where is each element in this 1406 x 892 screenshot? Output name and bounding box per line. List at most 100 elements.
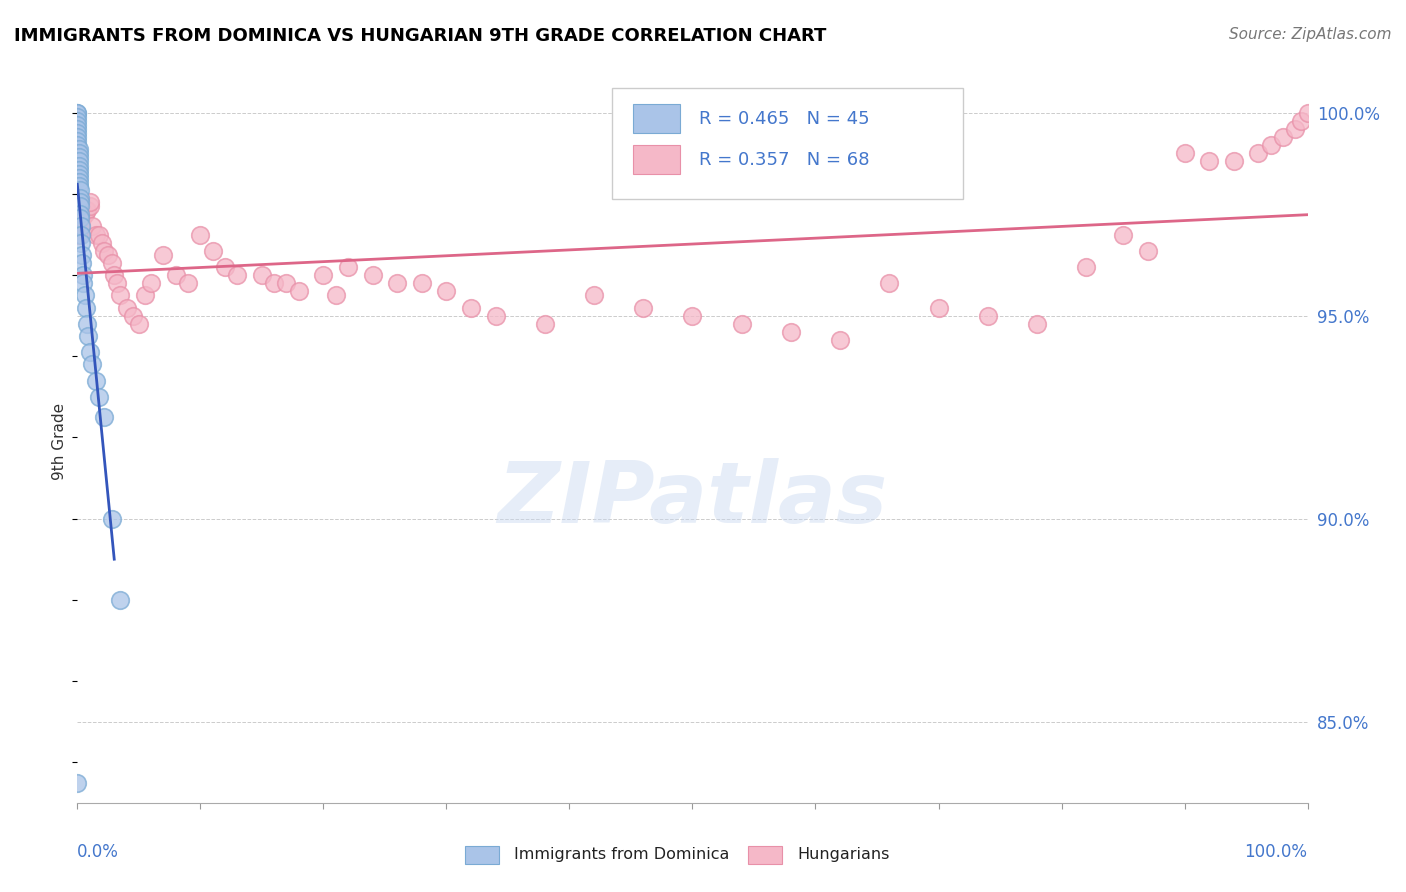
Bar [465,846,499,863]
Text: IMMIGRANTS FROM DOMINICA VS HUNGARIAN 9TH GRADE CORRELATION CHART: IMMIGRANTS FROM DOMINICA VS HUNGARIAN 9T… [14,27,827,45]
Point [928,301,950,315]
Point [72,207,94,221]
Point [72,268,94,282]
Point [361,268,384,282]
Point [97,248,120,262]
Point [67,175,90,189]
Point [66,775,89,789]
Point [879,277,901,291]
Point [1272,130,1295,145]
Point [201,244,224,258]
Point [121,309,143,323]
Point [67,170,90,185]
Text: 100.0%: 100.0% [1244,843,1308,861]
Point [583,288,606,302]
Point [226,268,249,282]
Point [66,134,89,148]
Point [977,309,1000,323]
Text: Hungarians: Hungarians [797,847,890,863]
Point [70,215,93,229]
Point [1247,146,1270,161]
Point [79,199,101,213]
Point [69,211,91,226]
Point [250,268,273,282]
Point [69,195,91,210]
Point [165,268,187,282]
Point [337,260,360,274]
Point [780,325,803,339]
Point [66,126,89,140]
Point [67,178,90,193]
Point [682,309,704,323]
Point [93,244,115,258]
Point [134,288,156,302]
Y-axis label: 9th Grade: 9th Grade [52,403,67,480]
Point [276,277,298,291]
Point [75,301,97,315]
Point [830,333,852,347]
Point [82,358,104,372]
Text: R = 0.357   N = 68: R = 0.357 N = 68 [699,151,869,169]
Point [1296,105,1319,120]
Point [485,309,508,323]
Point [70,248,93,262]
Point [67,159,90,173]
Point [1026,317,1049,331]
Point [1136,244,1159,258]
Point [76,203,98,218]
Point [82,219,104,234]
Point [89,390,111,404]
Point [1291,114,1313,128]
Point [76,317,98,331]
Point [177,277,200,291]
Point [70,256,93,270]
Point [288,285,311,299]
Point [67,162,90,177]
Point [141,277,163,291]
Point [101,511,124,525]
Point [66,138,89,153]
Point [77,329,100,343]
Point [90,235,114,250]
Point [84,374,107,388]
Point [66,122,89,136]
Point [70,219,93,234]
Point [73,207,96,221]
Point [1260,138,1282,153]
Text: ZIPatlas: ZIPatlas [498,458,887,541]
Point [1198,154,1220,169]
Point [75,203,97,218]
Point [534,317,557,331]
Point [1112,227,1135,242]
Point [1284,122,1306,136]
Point [325,288,347,302]
Point [385,277,409,291]
Point [1223,154,1246,169]
Bar [634,104,681,133]
Point [69,207,91,221]
Point [1076,260,1098,274]
Point [411,277,433,291]
Point [67,146,90,161]
Bar [634,145,681,174]
Point [110,288,132,302]
Point [79,195,101,210]
Point [67,150,90,164]
Point [79,345,101,359]
Bar [748,846,782,863]
Point [66,110,89,124]
Point [105,277,128,291]
Point [67,154,90,169]
Point [214,260,236,274]
Point [69,191,91,205]
Point [731,317,754,331]
Point [89,227,111,242]
Point [312,268,335,282]
Point [70,227,93,242]
Point [101,256,124,270]
Point [115,301,138,315]
Point [436,285,458,299]
Point [66,105,89,120]
Point [66,130,89,145]
Point [69,199,91,213]
